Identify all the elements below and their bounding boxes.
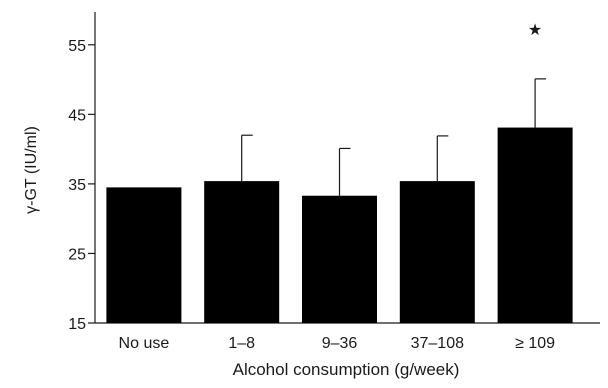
bar: [106, 187, 182, 323]
bar: [399, 181, 475, 323]
y-tick-label: 35: [68, 177, 86, 194]
y-axis-label: γ-GT (IU/ml): [23, 126, 40, 214]
x-tick-label: ≥ 109: [515, 335, 555, 352]
y-tick-label: 15: [68, 316, 86, 333]
error-bars-layer: [241, 78, 547, 196]
bar: [204, 181, 280, 323]
significance-marker: ★: [528, 22, 542, 39]
x-tick-label: No use: [119, 335, 170, 352]
y-tick-label: 45: [68, 107, 86, 124]
y-tick-label: 25: [68, 246, 86, 263]
x-tick-label: 1–8: [228, 335, 255, 352]
x-tick-label: 9–36: [322, 335, 358, 352]
labels-layer: 15 25 35 45 55 No use 1–8 9–36 37–108 ≥ 109 ★: [68, 22, 555, 352]
y-tick-label: 55: [68, 38, 86, 55]
x-tick-label: 37–108: [411, 335, 464, 352]
x-axis-label: Alcohol consumption (g/week): [233, 360, 460, 379]
bar: [497, 127, 573, 323]
bars-layer: [106, 127, 573, 323]
bar: [302, 195, 377, 323]
